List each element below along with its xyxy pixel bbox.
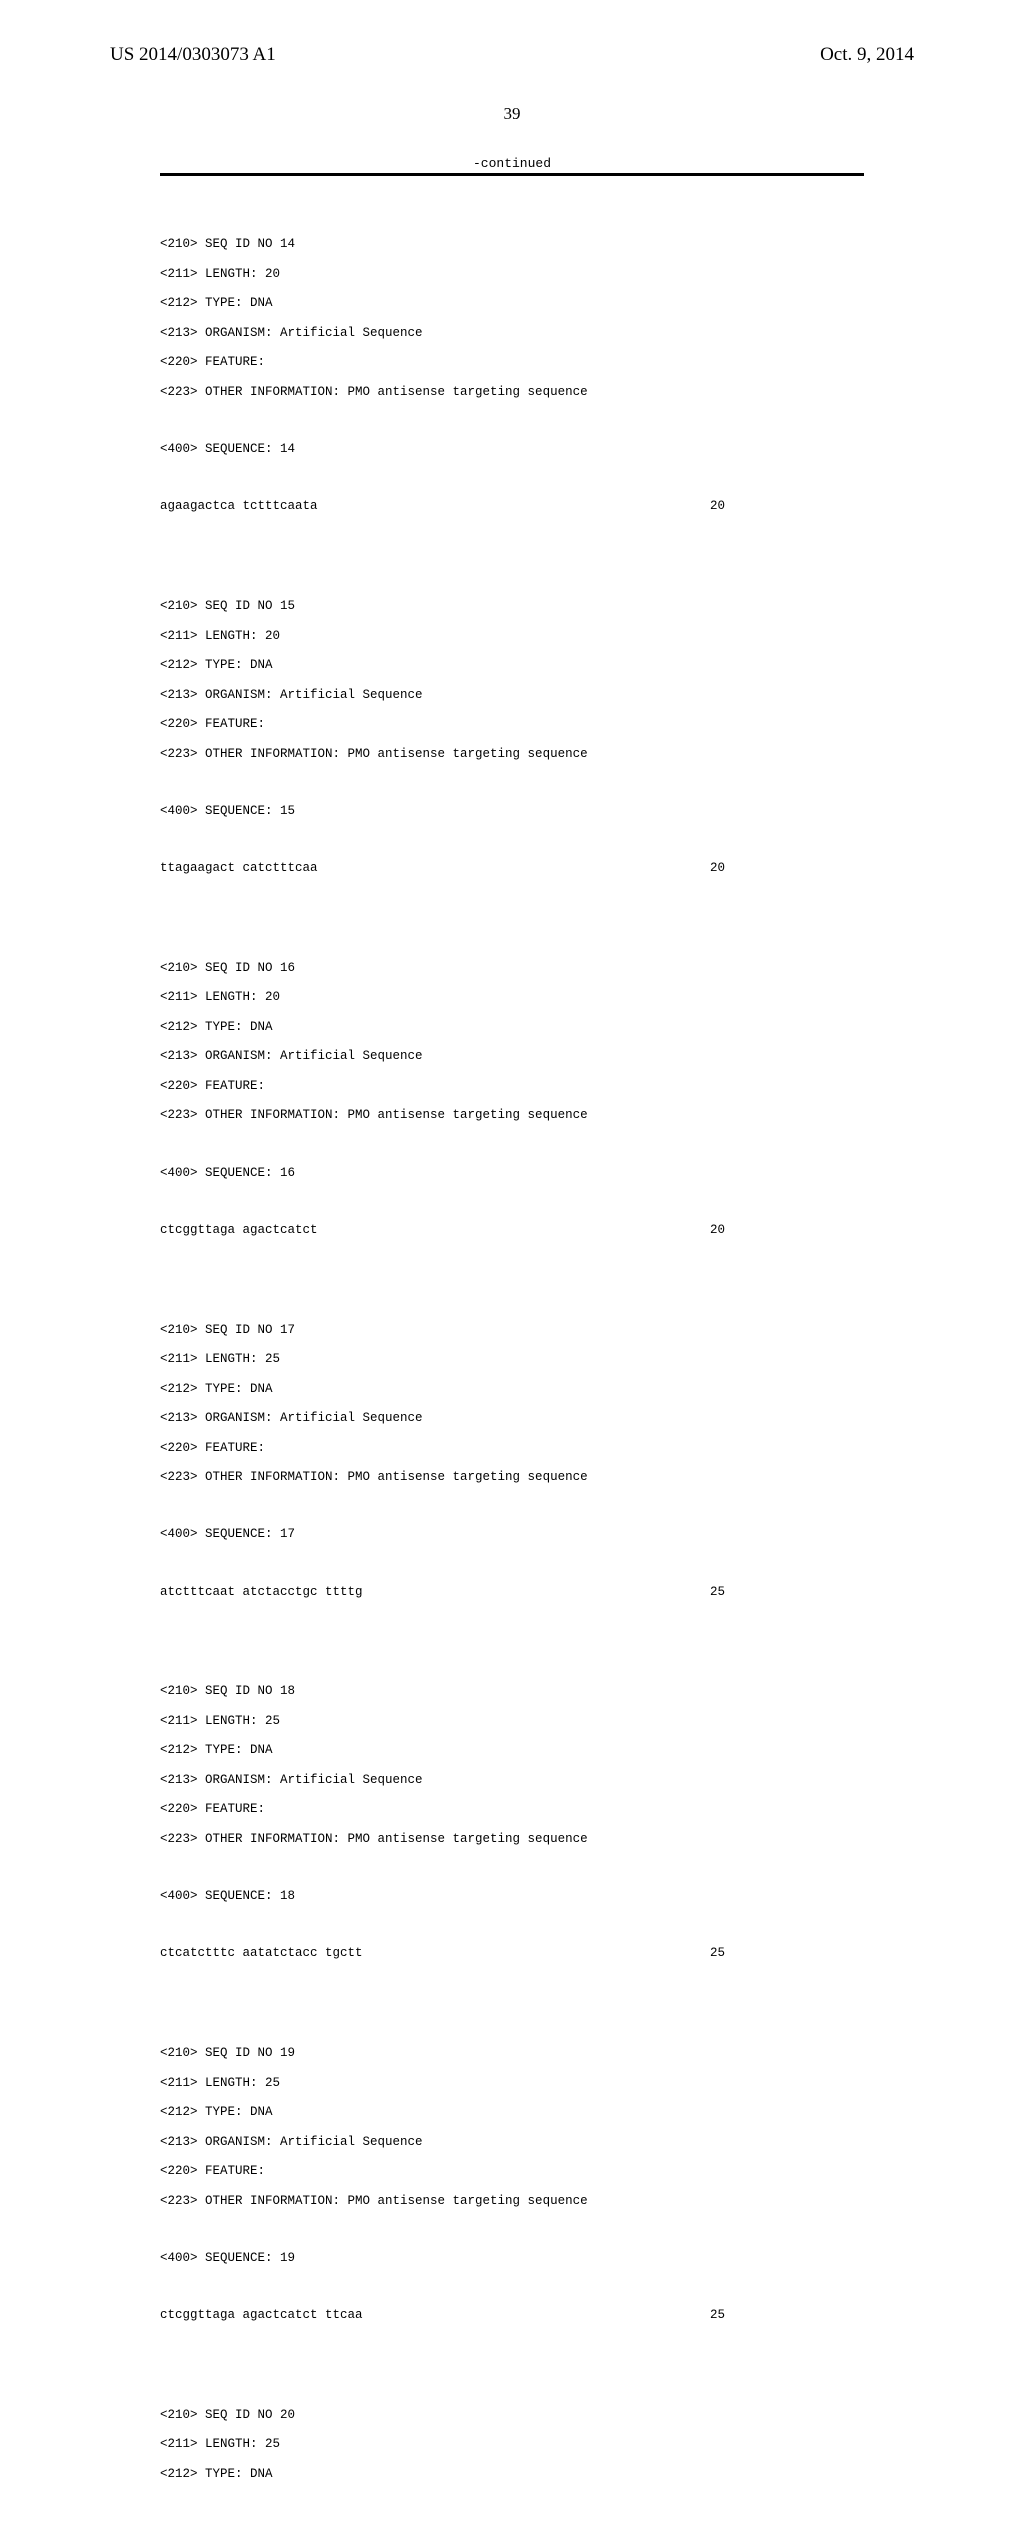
type-line: <212> TYPE: DNA: [160, 2467, 864, 2482]
sequence-data-row: agaagactca tctttcaata20: [160, 499, 725, 514]
seq-id-line: <210> SEQ ID NO 18: [160, 1684, 864, 1699]
other-info-line: <223> OTHER INFORMATION: PMO antisense t…: [160, 1470, 864, 1485]
organism-line: <213> ORGANISM: Artificial Sequence: [160, 1411, 864, 1426]
type-line: <212> TYPE: DNA: [160, 1743, 864, 1758]
other-info-line: <223> OTHER INFORMATION: PMO antisense t…: [160, 747, 864, 762]
sequence-block-17: <210> SEQ ID NO 17 <211> LENGTH: 25 <212…: [160, 1308, 864, 1614]
sequence-data-row: ttagaagact catctttcaa20: [160, 861, 725, 876]
sequence-content: <210> SEQ ID NO 14 <211> LENGTH: 20 <212…: [0, 186, 1024, 2524]
type-line: <212> TYPE: DNA: [160, 2105, 864, 2120]
feature-line: <220> FEATURE:: [160, 1079, 864, 1094]
sequence-data-row: atctttcaat atctacctgc ttttg25: [160, 1585, 725, 1600]
organism-line: <213> ORGANISM: Artificial Sequence: [160, 2135, 864, 2150]
feature-line: <220> FEATURE:: [160, 1802, 864, 1817]
sequence-data-row: ctcatctttc aatatctacc tgctt25: [160, 1946, 725, 1961]
publication-date: Oct. 9, 2014: [820, 44, 914, 66]
seq-id-line: <210> SEQ ID NO 19: [160, 2046, 864, 2061]
sequence-block-15: <210> SEQ ID NO 15 <211> LENGTH: 20 <212…: [160, 584, 864, 890]
sequence-block-16: <210> SEQ ID NO 16 <211> LENGTH: 20 <212…: [160, 946, 864, 1252]
continued-label: -continued: [0, 156, 1024, 171]
organism-line: <213> ORGANISM: Artificial Sequence: [160, 1049, 864, 1064]
sequence-label: <400> SEQUENCE: 16: [160, 1166, 864, 1181]
sequence-data-row: ctcggttaga agactcatct ttcaa25: [160, 2308, 725, 2323]
feature-line: <220> FEATURE:: [160, 1441, 864, 1456]
page-header: US 2014/0303073 A1 Oct. 9, 2014: [0, 0, 1024, 76]
organism-line: <213> ORGANISM: Artificial Sequence: [160, 326, 864, 341]
feature-line: <220> FEATURE:: [160, 717, 864, 732]
sequence-block-20-partial: <210> SEQ ID NO 20 <211> LENGTH: 25 <212…: [160, 2393, 864, 2496]
other-info-line: <223> OTHER INFORMATION: PMO antisense t…: [160, 1108, 864, 1123]
type-line: <212> TYPE: DNA: [160, 1382, 864, 1397]
length-line: <211> LENGTH: 20: [160, 267, 864, 282]
sequence-data-row: ctcggttaga agactcatct20: [160, 1223, 725, 1238]
seq-id-line: <210> SEQ ID NO 20: [160, 2408, 864, 2423]
seq-id-line: <210> SEQ ID NO 14: [160, 237, 864, 252]
seq-id-line: <210> SEQ ID NO 15: [160, 599, 864, 614]
feature-line: <220> FEATURE:: [160, 2164, 864, 2179]
organism-line: <213> ORGANISM: Artificial Sequence: [160, 688, 864, 703]
sequence-block-14: <210> SEQ ID NO 14 <211> LENGTH: 20 <212…: [160, 223, 864, 529]
length-line: <211> LENGTH: 25: [160, 1714, 864, 1729]
page-number: 39: [0, 104, 1024, 124]
type-line: <212> TYPE: DNA: [160, 1020, 864, 1035]
sequence-block-19: <210> SEQ ID NO 19 <211> LENGTH: 25 <212…: [160, 2031, 864, 2337]
length-line: <211> LENGTH: 20: [160, 629, 864, 644]
patent-number: US 2014/0303073 A1: [110, 44, 276, 66]
length-line: <211> LENGTH: 25: [160, 2076, 864, 2091]
sequence-label: <400> SEQUENCE: 14: [160, 442, 864, 457]
sequence-block-18: <210> SEQ ID NO 18 <211> LENGTH: 25 <212…: [160, 1670, 864, 1976]
seq-id-line: <210> SEQ ID NO 17: [160, 1323, 864, 1338]
feature-line: <220> FEATURE:: [160, 355, 864, 370]
organism-line: <213> ORGANISM: Artificial Sequence: [160, 1773, 864, 1788]
length-line: <211> LENGTH: 25: [160, 2437, 864, 2452]
type-line: <212> TYPE: DNA: [160, 296, 864, 311]
length-line: <211> LENGTH: 20: [160, 990, 864, 1005]
sequence-label: <400> SEQUENCE: 19: [160, 2251, 864, 2266]
seq-id-line: <210> SEQ ID NO 16: [160, 961, 864, 976]
other-info-line: <223> OTHER INFORMATION: PMO antisense t…: [160, 1832, 864, 1847]
sequence-label: <400> SEQUENCE: 17: [160, 1527, 864, 1542]
separator-top: [160, 173, 864, 176]
other-info-line: <223> OTHER INFORMATION: PMO antisense t…: [160, 385, 864, 400]
sequence-label: <400> SEQUENCE: 18: [160, 1889, 864, 1904]
sequence-label: <400> SEQUENCE: 15: [160, 804, 864, 819]
type-line: <212> TYPE: DNA: [160, 658, 864, 673]
length-line: <211> LENGTH: 25: [160, 1352, 864, 1367]
other-info-line: <223> OTHER INFORMATION: PMO antisense t…: [160, 2194, 864, 2209]
